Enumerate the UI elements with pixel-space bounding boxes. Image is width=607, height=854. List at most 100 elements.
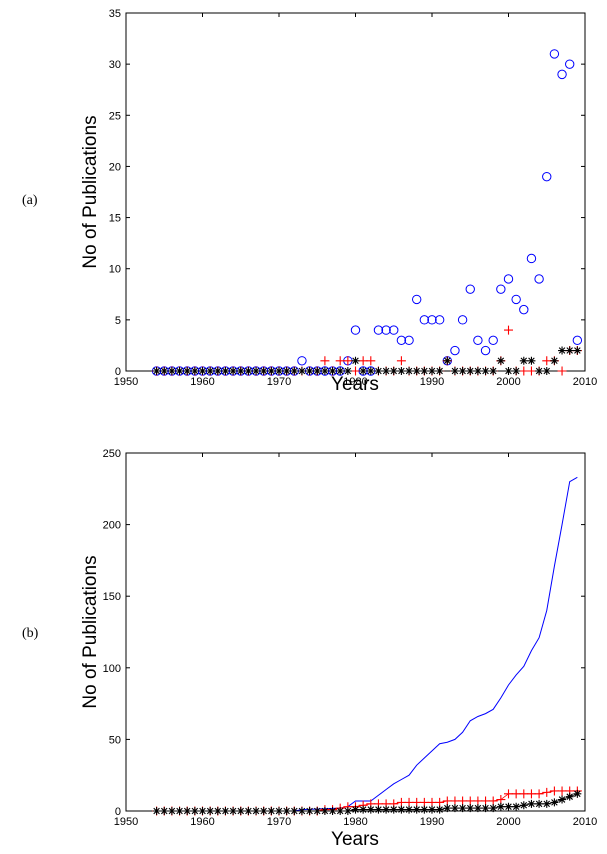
data-point-star (313, 367, 322, 375)
data-point-star (221, 807, 230, 815)
y-tick-label: 5 (115, 315, 121, 327)
data-point-star (565, 346, 574, 355)
data-point-star (275, 807, 283, 815)
data-point-plus (526, 789, 536, 799)
y-tick-label: 25 (109, 110, 121, 122)
y-tick-label: 30 (109, 59, 121, 71)
data-point-circle (565, 59, 575, 69)
data-point-star (198, 367, 207, 375)
data-point-star (152, 367, 161, 375)
data-point-plus (366, 356, 376, 366)
data-point-plus (404, 797, 414, 807)
data-point-star (175, 367, 184, 375)
data-point-circle (350, 325, 361, 335)
data-point-circle (427, 315, 437, 325)
data-point-plus (542, 787, 552, 797)
data-point-plus (419, 797, 429, 807)
data-point-star (267, 367, 276, 375)
series-line (156, 476, 578, 812)
data-point-star (420, 367, 429, 375)
data-point-star (297, 367, 306, 375)
data-point-plus (542, 356, 552, 366)
data-point-star (458, 804, 467, 813)
data-point-star (259, 367, 268, 375)
panel-label-a: (a) (22, 193, 38, 208)
data-point-star (504, 367, 513, 375)
data-point-star (527, 356, 536, 365)
data-point-star (213, 367, 222, 375)
tick-group-a: 1950 1960 1970 1980 1990 2000 2010 0 5 10 15 20 25 30… (109, 8, 597, 388)
x-tick-label: 1980 (343, 816, 367, 828)
data-point-circle (396, 335, 407, 346)
data-point-circle (434, 315, 445, 325)
data-point-star (558, 346, 567, 355)
data-point-star (496, 356, 505, 365)
data-point-plus (396, 356, 406, 366)
data-point-star (351, 356, 360, 365)
data-point-star (190, 367, 199, 375)
data-point-star (252, 367, 261, 375)
data-point-star (435, 805, 444, 814)
data-point-star (481, 367, 490, 375)
data-point-star (450, 804, 459, 813)
data-marks-a (151, 49, 583, 376)
data-point-circle (373, 325, 384, 335)
data-point-star (443, 804, 452, 813)
data-point-star (374, 367, 383, 375)
data-point-circle (465, 284, 475, 294)
x-tick-label: 1970 (267, 816, 291, 828)
data-point-circle (404, 335, 414, 346)
data-point-plus (343, 356, 353, 366)
plot-frame-b (125, 452, 586, 812)
data-point-star (198, 807, 207, 815)
data-point-plus (465, 796, 475, 806)
data-point-circle (549, 49, 560, 59)
data-point-plus (557, 786, 567, 796)
data-point-star (167, 367, 176, 375)
data-point-circle (450, 345, 460, 356)
data-point-circle (419, 315, 430, 325)
data-point-star (389, 805, 398, 814)
data-point-star (382, 805, 391, 814)
data-point-star (428, 367, 436, 375)
data-point-star (504, 802, 513, 811)
y-tick-label: 200 (103, 520, 121, 532)
data-point-plus (504, 789, 513, 799)
data-point-star (229, 367, 238, 375)
data-point-plus (458, 796, 468, 806)
y-tick-label: 15 (109, 213, 121, 225)
data-point-star (496, 802, 505, 811)
data-point-circle (488, 335, 498, 346)
data-point-star (397, 367, 406, 375)
data-point-star (313, 807, 322, 815)
data-point-star (573, 346, 582, 355)
data-point-plus (534, 789, 544, 799)
data-point-star (550, 356, 559, 365)
data-point-star (290, 367, 299, 375)
data-point-star (489, 367, 498, 375)
data-point-plus (358, 356, 368, 366)
data-point-star (328, 367, 337, 375)
data-point-star (343, 367, 352, 375)
data-point-star (366, 367, 375, 375)
y-tick-label: 50 (109, 734, 121, 746)
data-point-circle (503, 274, 514, 284)
data-point-star (359, 805, 368, 814)
data-point-star (412, 805, 421, 814)
data-point-circle (457, 315, 468, 325)
data-point-star (244, 807, 253, 815)
data-point-plus (412, 797, 422, 807)
data-point-plus (496, 795, 506, 805)
data-point-plus (351, 366, 360, 376)
data-point-star (183, 807, 192, 815)
data-point-star (466, 804, 475, 813)
data-point-star (290, 807, 299, 815)
data-point-circle (542, 171, 552, 182)
x-axis-label-a: Years (331, 374, 379, 395)
data-point-star (236, 807, 245, 815)
data-point-star (389, 367, 398, 375)
data-point-star (259, 807, 268, 815)
data-point-circle (473, 335, 483, 346)
x-tick-label: 1970 (267, 376, 291, 388)
data-point-star (160, 367, 169, 375)
